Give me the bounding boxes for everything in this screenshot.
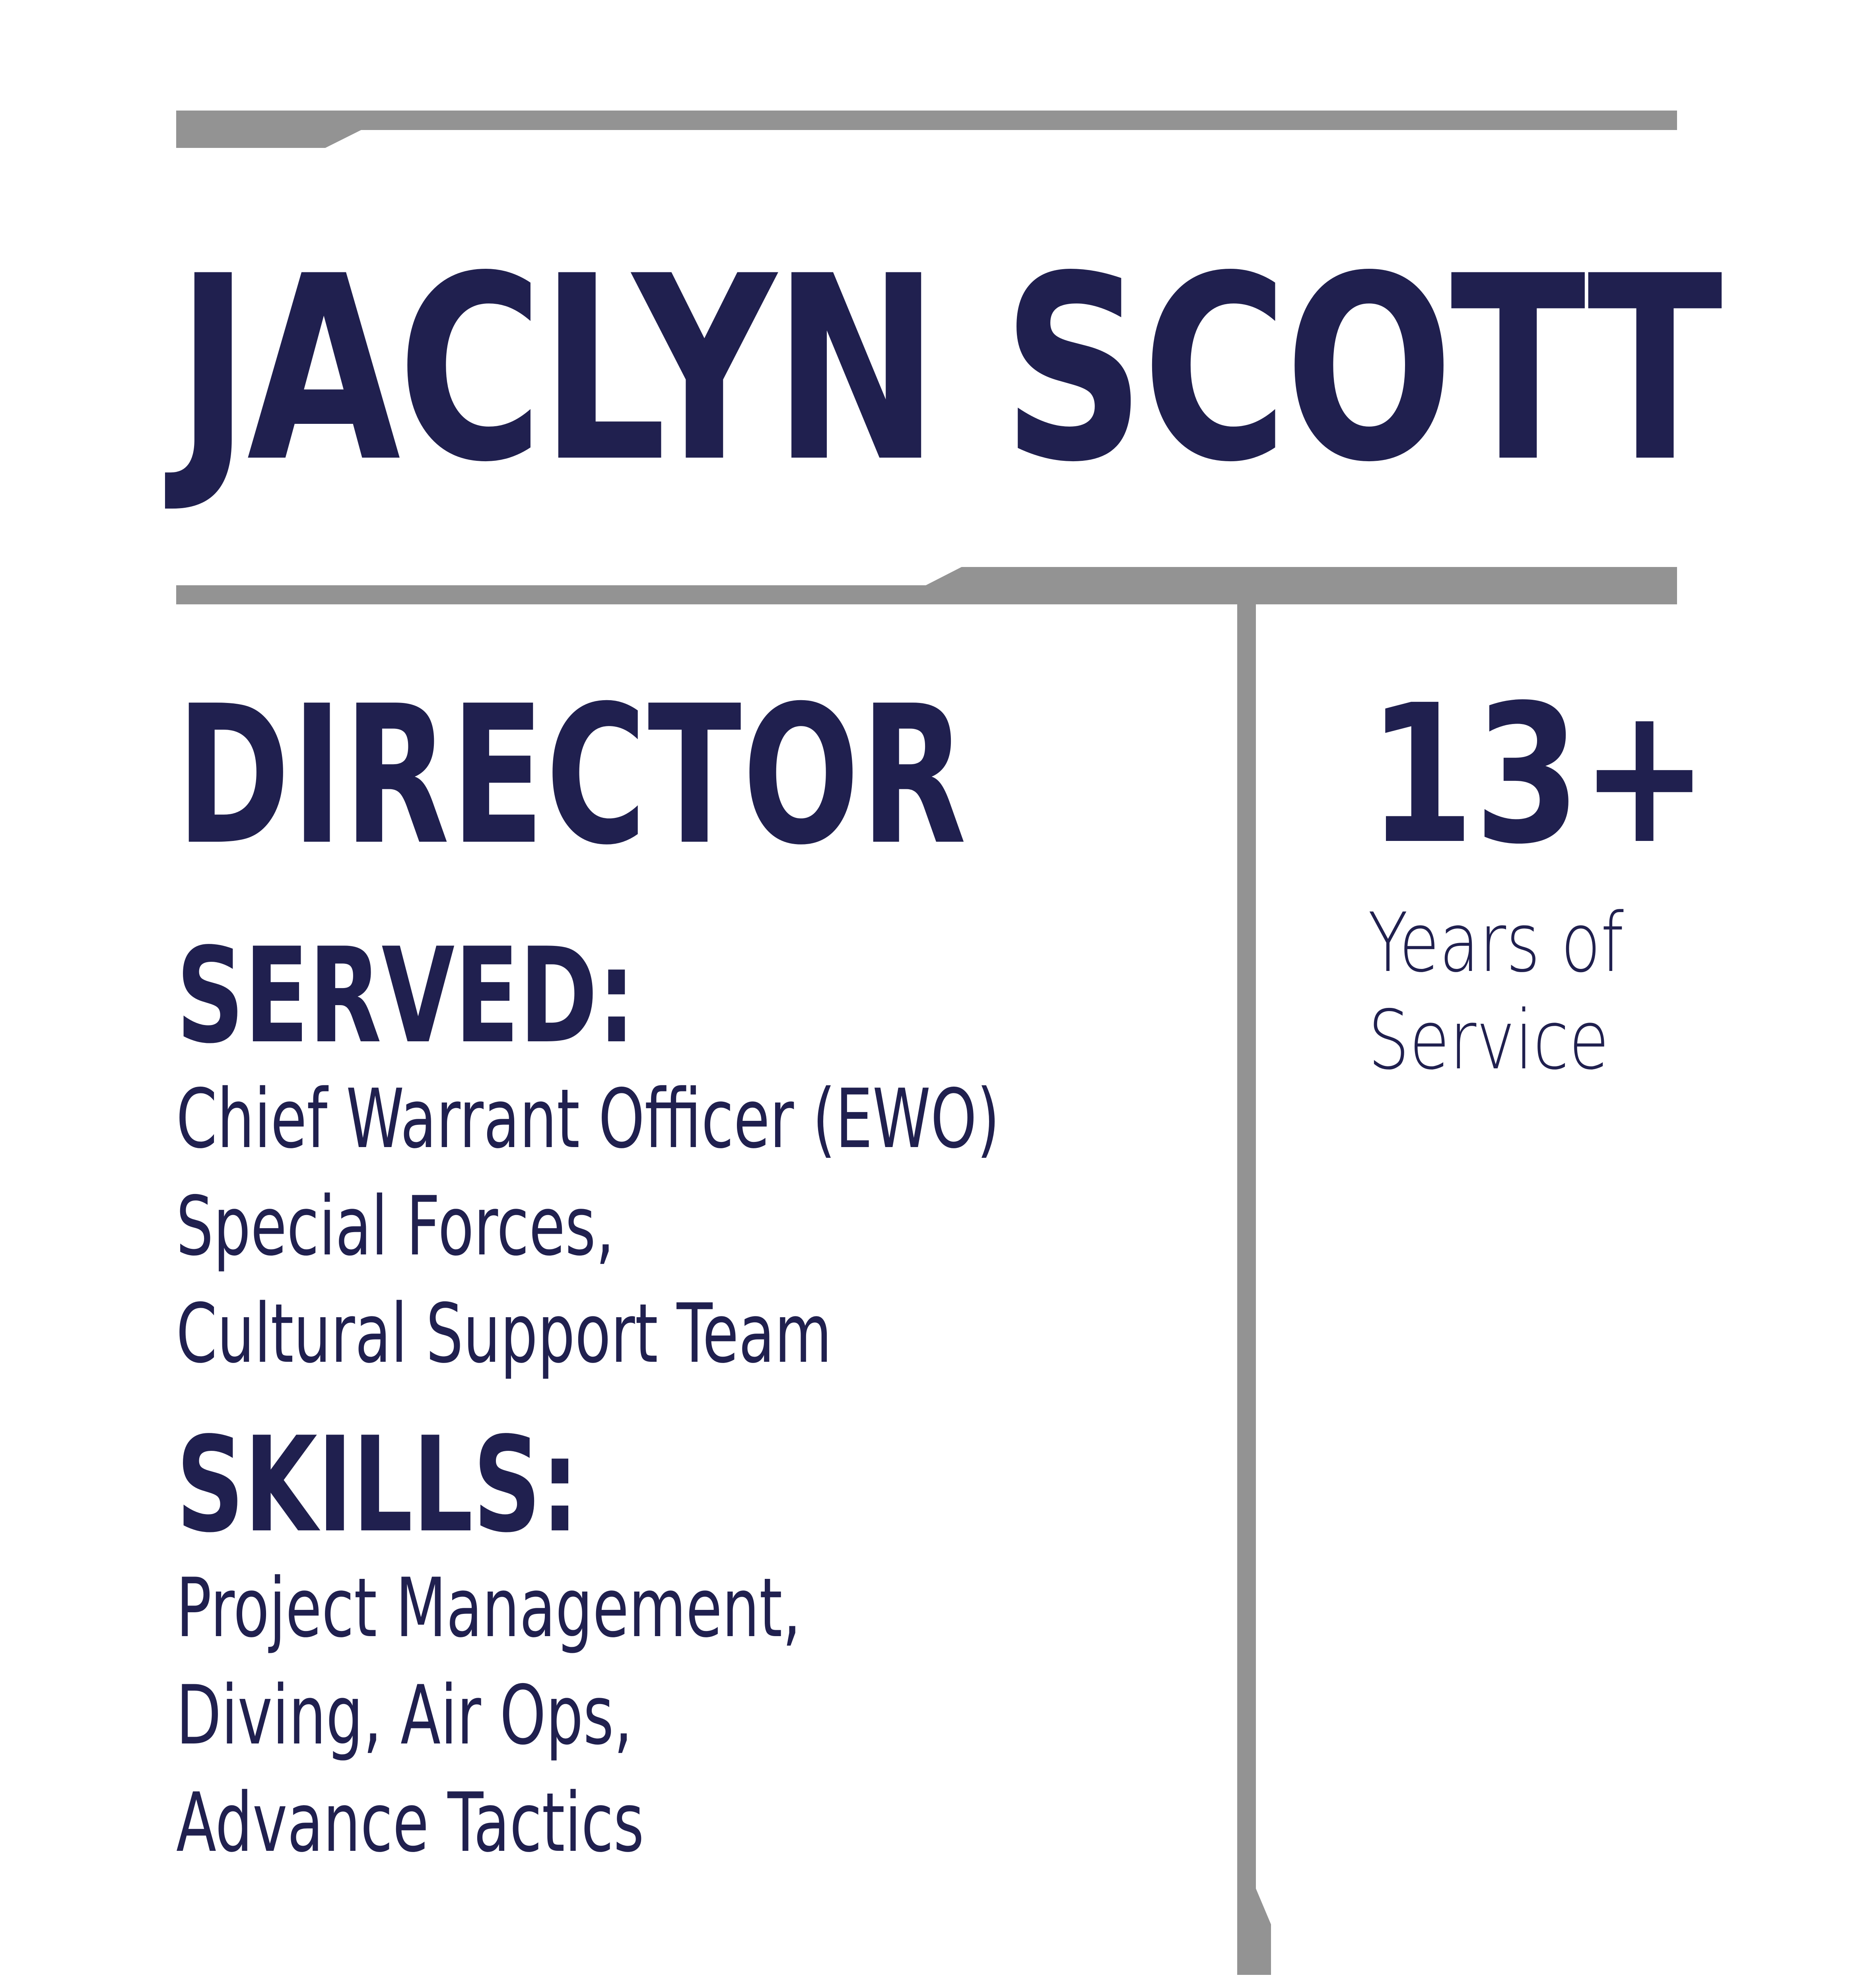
person-name: JACLYN SCOTT [176, 221, 1723, 518]
middle-rule [176, 567, 1677, 604]
skills-heading: SKILLS: [176, 1409, 579, 1561]
served-heading: SERVED: [176, 920, 636, 1072]
vertical-divider [1237, 604, 1271, 1975]
skills-line: Diving, Air Ops, [176, 1668, 633, 1763]
served-list: Chief Warrant Officer (EWO) Special Forc… [176, 1066, 1000, 1388]
years-caption-line: Years of [1368, 896, 1624, 990]
served-line: Special Forces, [176, 1179, 614, 1274]
served-line: Cultural Support Team [176, 1287, 832, 1381]
job-title: DIRECTOR [176, 665, 968, 887]
years-caption-line: Service [1368, 993, 1609, 1088]
years-of-service-caption: Years of Service [1368, 895, 1624, 1089]
skills-list: Project Management, Diving, Air Ops, Adv… [176, 1555, 801, 1877]
skills-line: Project Management, [176, 1561, 801, 1656]
top-rule [176, 111, 1677, 148]
years-of-service-value: 13+ [1368, 664, 1709, 886]
skills-line: Advance Tactics [176, 1776, 644, 1870]
served-line: Chief Warrant Officer (EWO) [176, 1072, 1000, 1167]
